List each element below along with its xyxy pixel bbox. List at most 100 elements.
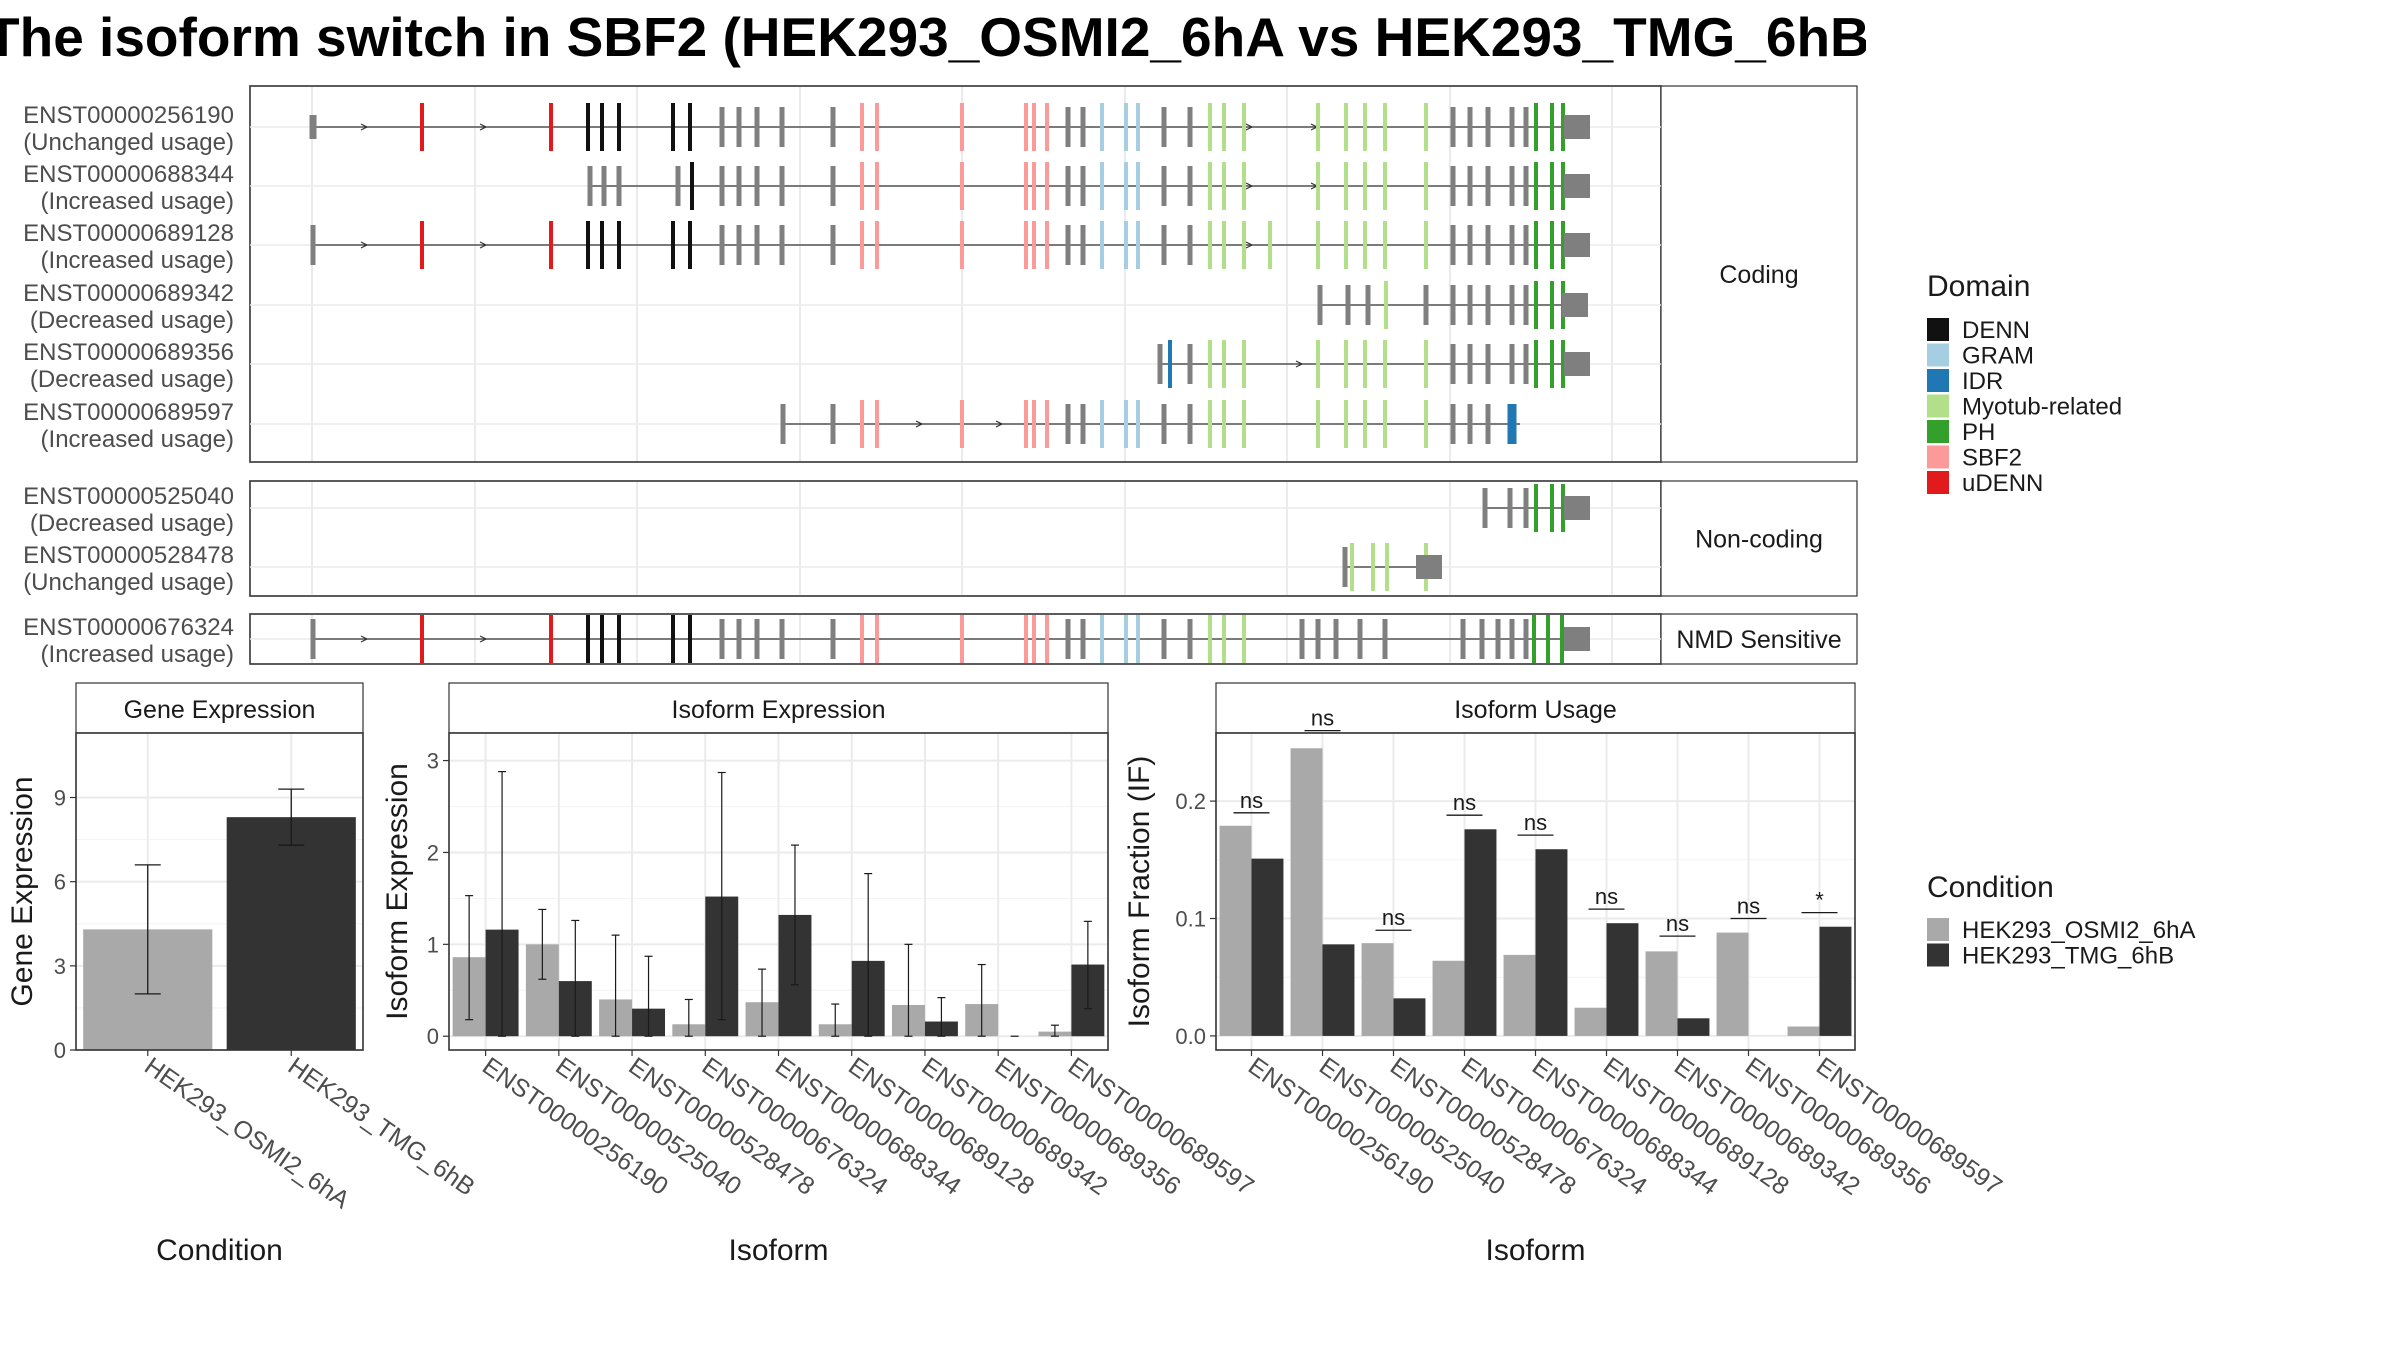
exon-block bbox=[1450, 404, 1456, 444]
exon-block bbox=[754, 166, 760, 206]
exon-block bbox=[1161, 619, 1167, 659]
exon-block bbox=[1024, 221, 1028, 269]
bar bbox=[1677, 1018, 1710, 1036]
legend-swatch bbox=[1927, 318, 1949, 341]
exon-block bbox=[1124, 221, 1128, 269]
exon-block bbox=[1136, 221, 1140, 269]
legend-swatch bbox=[1927, 445, 1949, 469]
exon-block bbox=[1523, 285, 1529, 325]
exon-block bbox=[860, 400, 864, 448]
bar bbox=[1432, 960, 1465, 1036]
exon-block bbox=[1467, 107, 1473, 147]
exon-block bbox=[1550, 340, 1554, 388]
legend-title: Domain bbox=[1927, 270, 2030, 303]
bar bbox=[226, 817, 356, 1050]
exon-block bbox=[671, 103, 675, 151]
exon-block bbox=[420, 221, 424, 269]
exon-block bbox=[875, 615, 879, 663]
significance-label: ns bbox=[1737, 894, 1760, 919]
exon-block bbox=[1065, 107, 1071, 147]
y-tick-label: 3 bbox=[54, 954, 66, 979]
exon-block bbox=[587, 166, 593, 206]
transcript-id-label: ENST00000689342 bbox=[23, 280, 234, 307]
exon-block bbox=[1157, 344, 1163, 384]
exon-block bbox=[1032, 103, 1036, 151]
exon-block bbox=[830, 225, 836, 265]
exon-block bbox=[960, 221, 964, 269]
x-axis-title: Condition bbox=[156, 1234, 283, 1267]
exon-block bbox=[1045, 221, 1049, 269]
y-axis-title: Isoform Fraction (IF) bbox=[1123, 756, 1156, 1028]
exon-block bbox=[1187, 107, 1193, 147]
exon-block bbox=[617, 221, 621, 269]
exon-block bbox=[1383, 400, 1387, 448]
exon-block bbox=[1482, 488, 1488, 528]
exon-block bbox=[1534, 340, 1538, 388]
exon-block bbox=[1299, 619, 1305, 659]
exon-block bbox=[1242, 162, 1246, 210]
exon-block bbox=[1561, 484, 1565, 532]
y-tick-label: 3 bbox=[427, 749, 439, 774]
exon-block bbox=[420, 615, 424, 663]
strand-arrow bbox=[479, 241, 488, 249]
transcript-usage-label: (Unchanged usage) bbox=[23, 129, 234, 156]
bar bbox=[1606, 923, 1639, 1036]
exon-block bbox=[1509, 166, 1515, 206]
exon-block bbox=[1080, 107, 1086, 147]
exon-block bbox=[1024, 162, 1028, 210]
exon-block bbox=[754, 107, 760, 147]
exon-block bbox=[754, 619, 760, 659]
exon-block bbox=[549, 221, 553, 269]
exon-block bbox=[1208, 221, 1212, 269]
legend-label: HEK293_OSMI2_6hA bbox=[1962, 917, 2195, 944]
exon-block bbox=[1080, 225, 1086, 265]
exon-block bbox=[719, 619, 725, 659]
exon-block bbox=[1546, 615, 1550, 663]
transcript-model bbox=[1317, 281, 1588, 329]
exon-block bbox=[1485, 107, 1491, 147]
exon-block bbox=[1242, 400, 1246, 448]
strand-arrow bbox=[1245, 182, 1254, 190]
exon-block bbox=[1460, 619, 1466, 659]
exon-block bbox=[690, 162, 694, 210]
exon-block bbox=[1222, 103, 1226, 151]
exon-block bbox=[1032, 162, 1036, 210]
strand-arrow bbox=[1295, 360, 1304, 368]
transcript-id-label: ENST00000525040 bbox=[23, 483, 234, 510]
exon-block bbox=[309, 115, 317, 139]
exon-block bbox=[1423, 285, 1429, 325]
significance-label: ns bbox=[1595, 884, 1618, 909]
exon-block bbox=[960, 615, 964, 663]
exon-block bbox=[830, 404, 836, 444]
legend-swatch bbox=[1927, 394, 1949, 418]
facet-strip-label: NMD Sensitive bbox=[1676, 626, 1841, 654]
exon-block bbox=[1450, 344, 1456, 384]
exon-block bbox=[1124, 162, 1128, 210]
exon-block bbox=[830, 166, 836, 206]
exon-block bbox=[1523, 344, 1529, 384]
exon-block bbox=[1222, 400, 1226, 448]
y-tick-label: 0.1 bbox=[1175, 907, 1206, 932]
exon-block bbox=[1383, 162, 1387, 210]
exon-block bbox=[1136, 400, 1140, 448]
exon-block bbox=[1450, 107, 1456, 147]
exon-block bbox=[600, 221, 604, 269]
exon-block bbox=[1495, 619, 1501, 659]
y-axis-title: Isoform Expression bbox=[381, 763, 414, 1020]
exon-block bbox=[1124, 103, 1128, 151]
significance-label: ns bbox=[1666, 911, 1689, 936]
utr-block bbox=[1564, 627, 1590, 651]
exon-block bbox=[671, 615, 675, 663]
significance-label: ns bbox=[1524, 810, 1547, 835]
exon-block bbox=[1045, 162, 1049, 210]
exon-block bbox=[1045, 615, 1049, 663]
exon-block bbox=[1124, 400, 1128, 448]
utr-block bbox=[1564, 174, 1590, 198]
legend-label: uDENN bbox=[1962, 470, 2043, 497]
exon-block bbox=[1032, 400, 1036, 448]
transcript-structure-panel: Coding Non-coding NMD Sensitive ENST0000025… bbox=[23, 85, 1858, 668]
exon-block bbox=[1363, 340, 1367, 388]
exon-block bbox=[1316, 162, 1320, 210]
legend-label: DENN bbox=[1962, 317, 2030, 344]
